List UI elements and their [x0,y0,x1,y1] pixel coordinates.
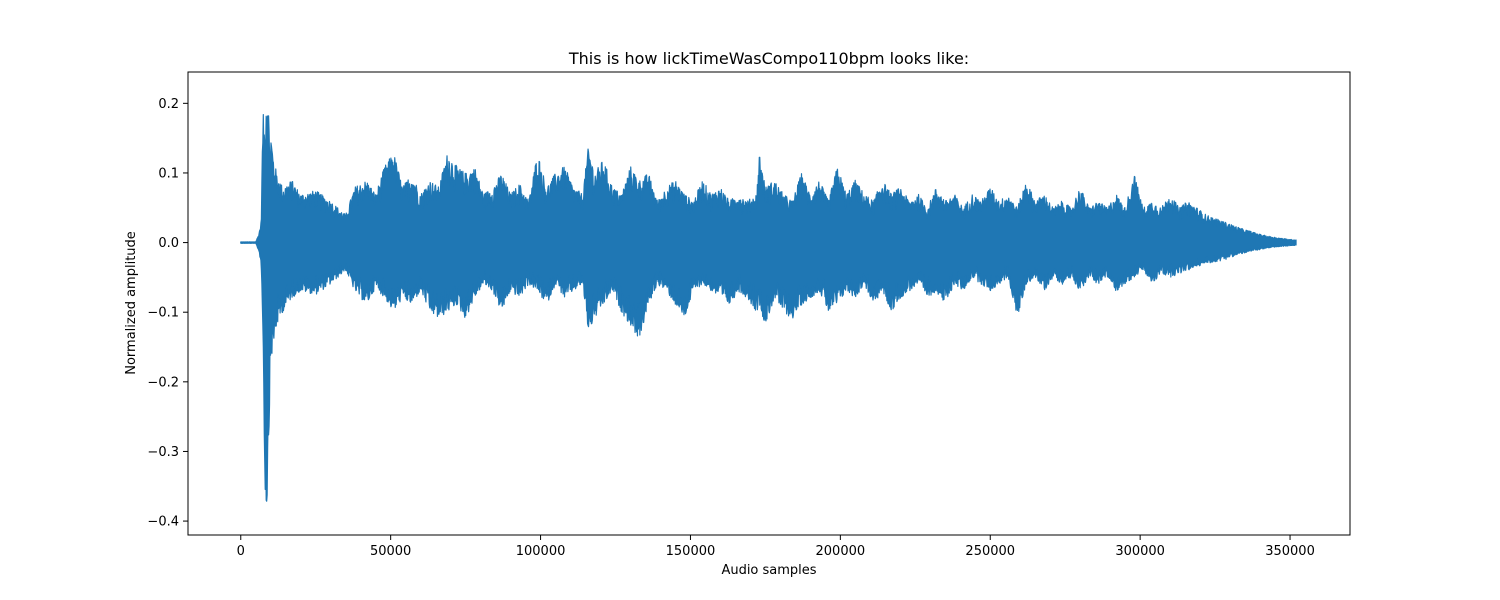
y-tick-label: −0.2 [147,375,179,390]
chart-title: This is how lickTimeWasCompo110bpm looks… [568,49,969,68]
y-tick-label: −0.1 [147,306,179,321]
y-tick-label: −0.3 [147,445,179,460]
x-tick-label: 200000 [816,544,866,559]
y-axis-label: Normalized amplitude [124,231,139,375]
x-tick-label: 100000 [516,544,566,559]
waveform-series [240,114,1297,502]
x-tick-label: 350000 [1265,544,1315,559]
x-axis-ticks: 0 50000 100000 150000 200000 250000 300000 3500… [237,535,1315,559]
x-tick-label: 150000 [666,544,716,559]
waveform-path [240,114,1297,502]
x-tick-label: 250000 [965,544,1015,559]
y-tick-label: −0.4 [147,515,179,530]
x-tick-label: 0 [237,544,245,559]
plot-frame [187,71,1351,536]
x-tick-label: 300000 [1115,544,1165,559]
y-tick-label: 0.1 [158,166,179,181]
y-tick-label: 0.2 [158,97,179,112]
x-tick-label: 50000 [370,544,411,559]
y-axis-ticks: 0.2 0.1 0.0 −0.1 −0.2 −0.3 −0.4 [147,97,188,530]
x-axis-label: Audio samples [721,563,816,578]
y-tick-label: 0.0 [158,236,179,251]
